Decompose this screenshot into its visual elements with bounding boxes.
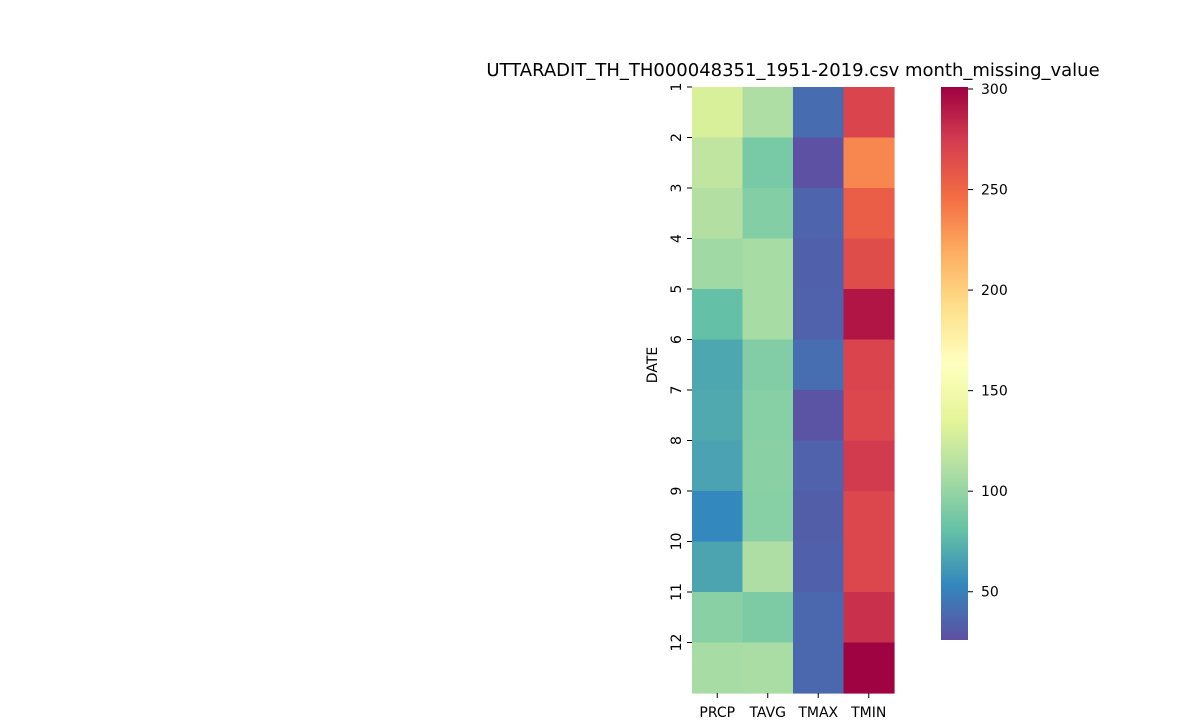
heatmap-cell	[843, 339, 895, 391]
heatmap-cell	[742, 642, 794, 694]
colorbar-tick-label: 50	[981, 585, 999, 601]
heatmap-cell	[793, 541, 845, 593]
heatmap-cell	[843, 87, 895, 139]
y-tick-label: 6	[669, 335, 685, 344]
heatmap-cell	[843, 592, 895, 644]
heatmap-cell	[742, 289, 794, 341]
colorbar-tick-label: 300	[981, 82, 1008, 98]
heatmap-cell	[793, 592, 845, 644]
heatmap-cell	[843, 440, 895, 492]
heatmap-cell	[742, 592, 794, 644]
y-tick-label: 3	[669, 184, 685, 193]
x-tick-label: TMAX	[797, 705, 838, 720]
heatmap-cell	[793, 642, 845, 694]
heatmap-cell	[692, 592, 744, 644]
heatmap-cell	[692, 137, 744, 189]
colorbar-tick-label: 250	[981, 183, 1008, 199]
heatmap-cell	[692, 440, 744, 492]
y-tick-label: 8	[669, 436, 685, 445]
y-axis-label: DATE	[645, 347, 661, 383]
heatmap-cell	[692, 289, 744, 341]
heatmap-cell	[843, 541, 895, 593]
x-tick-label: TMIN	[850, 705, 886, 720]
heatmap-cell	[793, 188, 845, 240]
heatmap-cell	[742, 339, 794, 391]
x-tick-label: PRCP	[699, 705, 735, 720]
heatmap-cell	[692, 491, 744, 543]
colorbar	[941, 87, 968, 640]
y-tick-label: 5	[669, 285, 685, 294]
heatmap-cell	[742, 188, 794, 240]
heatmap-cell	[692, 339, 744, 391]
heatmap-cell	[742, 440, 794, 492]
heatmap-cell	[843, 491, 895, 543]
heatmap-cell	[692, 642, 744, 694]
heatmap-cell	[692, 390, 744, 442]
heatmap-cell	[742, 390, 794, 442]
colorbar-ticks: 50 100 150 200 250 300	[968, 82, 1008, 601]
heatmap-cell	[742, 491, 794, 543]
y-tick-label: 9	[669, 487, 685, 496]
heatmap-cell	[793, 491, 845, 543]
heatmap-cell	[843, 188, 895, 240]
heatmap-cell	[793, 87, 845, 139]
heatmap-cell	[793, 440, 845, 492]
heatmap-cell	[742, 238, 794, 290]
x-tick-label: TAVG	[748, 705, 786, 720]
colorbar-tick-label: 150	[981, 384, 1008, 400]
y-tick-label: 11	[669, 583, 685, 601]
heatmap-cell	[843, 390, 895, 442]
heatmap-cell	[793, 238, 845, 290]
heatmap-cell	[692, 87, 744, 139]
heatmap-cell	[843, 137, 895, 189]
heatmap-cell	[793, 137, 845, 189]
heatmap-cell	[742, 87, 794, 139]
y-tick-label: 12	[669, 634, 685, 652]
heatmap-cell	[692, 238, 744, 290]
colorbar-tick-label: 100	[981, 484, 1008, 500]
heatmap-cell	[843, 289, 895, 341]
heatmap-cell	[793, 390, 845, 442]
heatmap-cell	[843, 642, 895, 694]
chart-title: UTTARADIT_TH_TH000048351_1951-2019.csv m…	[486, 60, 1099, 81]
heatmap-cell	[793, 339, 845, 391]
y-tick-label: 2	[669, 133, 685, 142]
y-tick-label: 4	[669, 234, 685, 243]
y-tick-label: 10	[669, 533, 685, 551]
heatmap-cell	[692, 188, 744, 240]
heatmap-cell	[793, 289, 845, 341]
heatmap-cell	[742, 137, 794, 189]
heatmap-cell	[742, 541, 794, 593]
x-axis: PRCP TAVG TMAX TMIN	[699, 693, 886, 720]
heatmap-cell	[692, 541, 744, 593]
heatmap-cells	[692, 87, 895, 694]
y-tick-label: 1	[669, 83, 685, 92]
heatmap-cell	[843, 238, 895, 290]
colorbar-tick-label: 200	[981, 283, 1008, 299]
y-tick-label: 7	[669, 386, 685, 395]
